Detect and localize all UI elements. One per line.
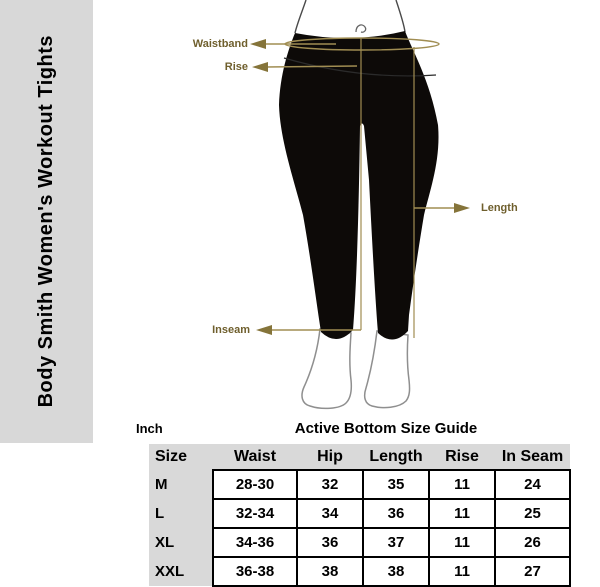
- cell-inseam: 24: [494, 469, 571, 500]
- tights-measurement-diagram: [250, 0, 470, 410]
- tights-silhouette: [279, 31, 439, 340]
- unit-label: Inch: [136, 421, 163, 436]
- cell-rise: 11: [428, 556, 496, 587]
- table-row: XL 34-36 36 37 11 26: [149, 527, 571, 558]
- cell-length: 37: [362, 527, 430, 558]
- left-foot-outline: [301, 328, 353, 410]
- cell-rise: 11: [428, 498, 496, 529]
- size-guide-table: Size Waist Hip Length Rise In Seam M 28-…: [149, 444, 571, 587]
- product-title-bar: Body Smith Women's Workout Tights: [0, 0, 93, 443]
- cell-waist: 28-30: [212, 469, 298, 500]
- row-size-label: XL: [149, 528, 213, 557]
- size-table-header-row: Size Waist Hip Length Rise In Seam: [149, 444, 570, 470]
- hip-seam-line: [283, 57, 437, 77]
- table-row: M 28-30 32 35 11 24: [149, 469, 571, 500]
- table-row: XXL 36-38 38 38 11 27: [149, 556, 571, 587]
- waistband-arrow: [250, 39, 336, 49]
- table-row: L 32-34 34 36 11 25: [149, 498, 571, 529]
- cell-length: 38: [362, 556, 430, 587]
- cell-rise: 11: [428, 469, 496, 500]
- cell-hip: 34: [296, 498, 364, 529]
- cell-inseam: 27: [494, 556, 571, 587]
- cell-inseam: 26: [494, 527, 571, 558]
- cell-waist: 34-36: [212, 527, 298, 558]
- size-guide-title: Active Bottom Size Guide: [294, 420, 478, 437]
- cell-hip: 32: [296, 469, 364, 500]
- length-label: Length: [481, 202, 518, 214]
- drawstring-hook-icon: [355, 24, 367, 33]
- header-hip: Hip: [297, 444, 363, 470]
- header-length: Length: [363, 444, 429, 470]
- cell-hip: 36: [296, 527, 364, 558]
- inseam-label: Inseam: [212, 324, 250, 336]
- cell-waist: 36-38: [212, 556, 298, 587]
- header-rise: Rise: [429, 444, 495, 470]
- header-inseam: In Seam: [495, 444, 570, 470]
- waistband-label: Waistband: [192, 38, 248, 50]
- cell-hip: 38: [296, 556, 364, 587]
- header-size: Size: [149, 444, 213, 470]
- cell-length: 35: [362, 469, 430, 500]
- right-foot-outline: [363, 330, 411, 409]
- length-arrow: [414, 203, 470, 213]
- rise-label: Rise: [224, 61, 248, 73]
- rise-arrow: [252, 62, 358, 72]
- header-waist: Waist: [213, 444, 297, 470]
- row-size-label: M: [149, 470, 213, 499]
- cell-inseam: 25: [494, 498, 571, 529]
- cell-rise: 11: [428, 527, 496, 558]
- cell-waist: 32-34: [212, 498, 298, 529]
- inseam-arrow: [256, 325, 361, 335]
- torso-outline-left: [294, 0, 307, 34]
- row-size-label: L: [149, 499, 213, 528]
- row-size-label: XXL: [149, 557, 213, 586]
- torso-outline-right: [395, 0, 406, 33]
- cell-length: 36: [362, 498, 430, 529]
